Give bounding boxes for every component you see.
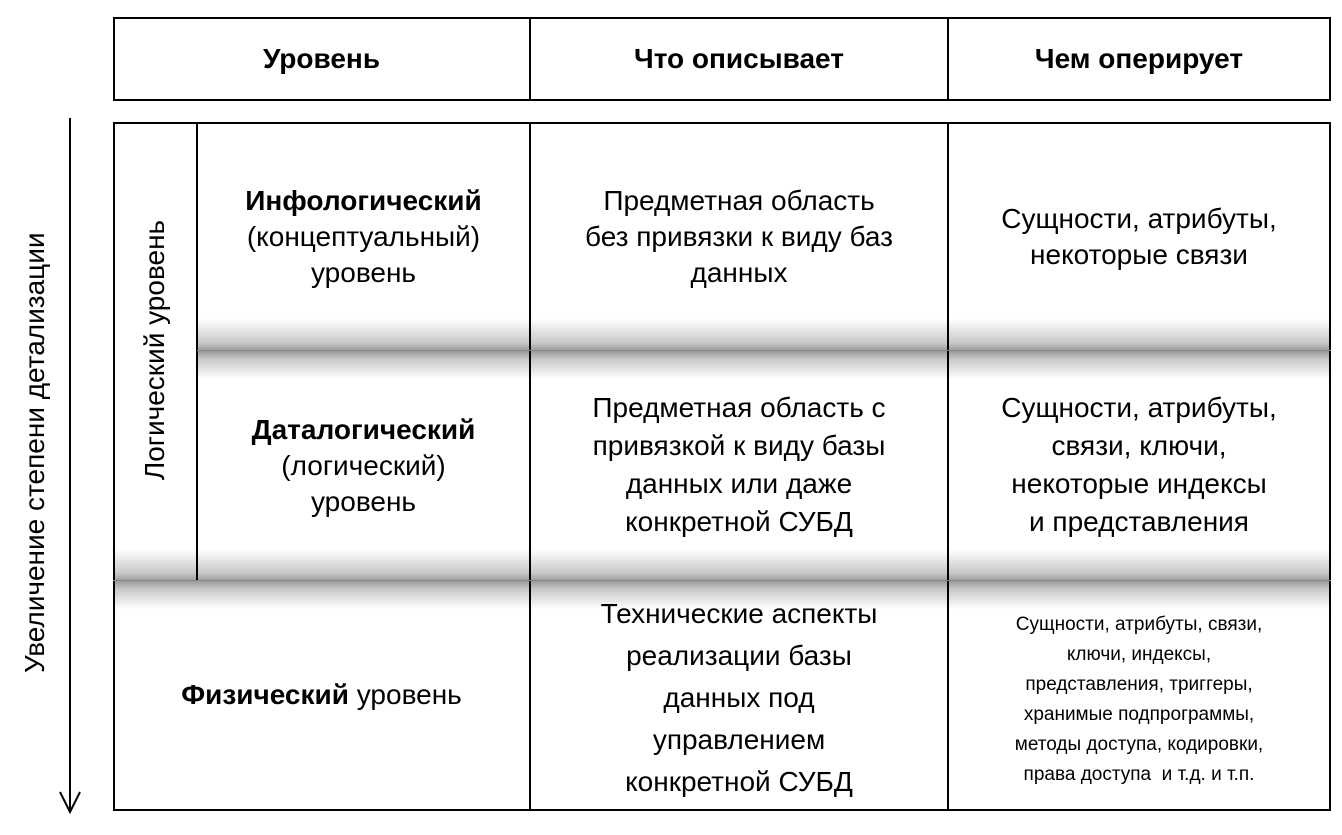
- row-infological-operates: Сущности, атрибуты, некоторые связи: [1001, 203, 1277, 270]
- row-physical-level: Физический уровень: [181, 679, 462, 710]
- level-name: Даталогический: [251, 414, 476, 445]
- row-datalogical-level: Даталогический (логический) уровень: [251, 414, 476, 517]
- row-physical-operates: Сущности, атрибуты, связи, ключи, индекс…: [1014, 614, 1264, 785]
- level-name: Физический: [181, 679, 349, 710]
- row-infological-describes: Предметная область без привязки к виду б…: [584, 185, 894, 288]
- row-datalogical-operates: Сущности, атрибуты, связи, ключи, некото…: [1001, 392, 1277, 537]
- header-describes: Что описывает: [634, 43, 844, 74]
- down-arrow-icon: [59, 118, 81, 815]
- header-operates: Чем оперирует: [1034, 43, 1244, 74]
- group-label-logical: Логический уровень: [139, 219, 170, 481]
- row-physical-describes: Технические аспекты реализации базы данн…: [600, 597, 878, 797]
- row-datalogical-describes: Предметная область с привязкой к виду ба…: [592, 392, 886, 537]
- axis-label: Увеличение степени детализации: [19, 232, 50, 673]
- header-row: [113, 17, 1331, 101]
- row-infological-level: Инфологический (концептуальный) уровень: [245, 185, 482, 288]
- level-name: Инфологический: [245, 185, 482, 216]
- header-level: Уровень: [262, 43, 381, 74]
- levels-table: [113, 122, 1331, 811]
